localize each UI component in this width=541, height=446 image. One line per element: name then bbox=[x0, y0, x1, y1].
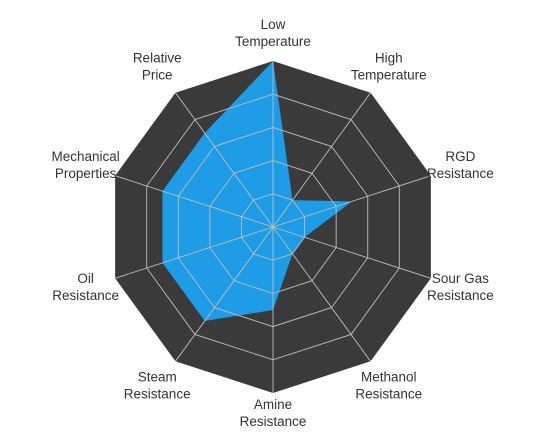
axis-label-1: High Temperature bbox=[351, 51, 427, 83]
axis-label-line: Resistance bbox=[427, 288, 494, 303]
axis-label-line: Relative bbox=[133, 51, 182, 66]
axis-label-4: Methanol Resistance bbox=[355, 369, 422, 401]
axis-label-5: Amine Resistance bbox=[240, 397, 307, 429]
axis-labels: Low Temperature High Temperature RGD Resistan… bbox=[51, 17, 493, 429]
axis-label-6: Steam Resistance bbox=[124, 369, 191, 401]
grid-spoke-2 bbox=[272, 175, 432, 228]
axis-label-line: Sour Gas bbox=[432, 271, 489, 286]
grid-spoke-6 bbox=[175, 226, 274, 362]
axis-label-line: Price bbox=[142, 68, 173, 83]
grid-spoke-8 bbox=[114, 175, 274, 228]
axis-label-2: RGD Resistance bbox=[427, 149, 494, 181]
grid-spoke-9 bbox=[175, 92, 274, 228]
axis-label-line: Oil bbox=[77, 271, 94, 286]
series-area-0 bbox=[162, 61, 352, 322]
axis-label-line: High bbox=[375, 51, 403, 66]
axis-label-line: Resistance bbox=[240, 414, 307, 429]
axis-label-line: Low bbox=[261, 17, 286, 32]
axis-label-line: Resistance bbox=[52, 288, 119, 303]
axis-label-line: RGD bbox=[445, 149, 475, 164]
grid-spoke-3 bbox=[272, 226, 432, 279]
axis-label-line: Temperature bbox=[351, 68, 427, 83]
axis-label-line: Properties bbox=[55, 166, 117, 181]
axis-label-3: Sour Gas Resistance bbox=[427, 271, 494, 303]
grid-spoke-1 bbox=[272, 92, 371, 228]
axis-label-line: Methanol bbox=[361, 369, 417, 384]
axis-label-line: Mechanical bbox=[51, 149, 119, 164]
axis-label-line: Steam bbox=[138, 369, 177, 384]
grid-spoke-7 bbox=[114, 226, 274, 279]
axis-label-line: Resistance bbox=[355, 386, 422, 401]
axis-label-line: Resistance bbox=[124, 386, 191, 401]
axis-label-9: Relative Price bbox=[133, 51, 182, 83]
radar-grid bbox=[114, 61, 432, 393]
axis-label-line: Temperature bbox=[235, 34, 311, 49]
grid-spoke-4 bbox=[272, 226, 371, 362]
axis-label-line: Amine bbox=[254, 397, 292, 412]
axis-label-8: Mechanical Properties bbox=[51, 149, 119, 181]
axis-label-7: Oil Resistance bbox=[52, 271, 119, 303]
axis-label-line: Resistance bbox=[427, 166, 494, 181]
radar-series-layer bbox=[162, 61, 352, 322]
axis-label-0: Low Temperature bbox=[235, 17, 311, 49]
